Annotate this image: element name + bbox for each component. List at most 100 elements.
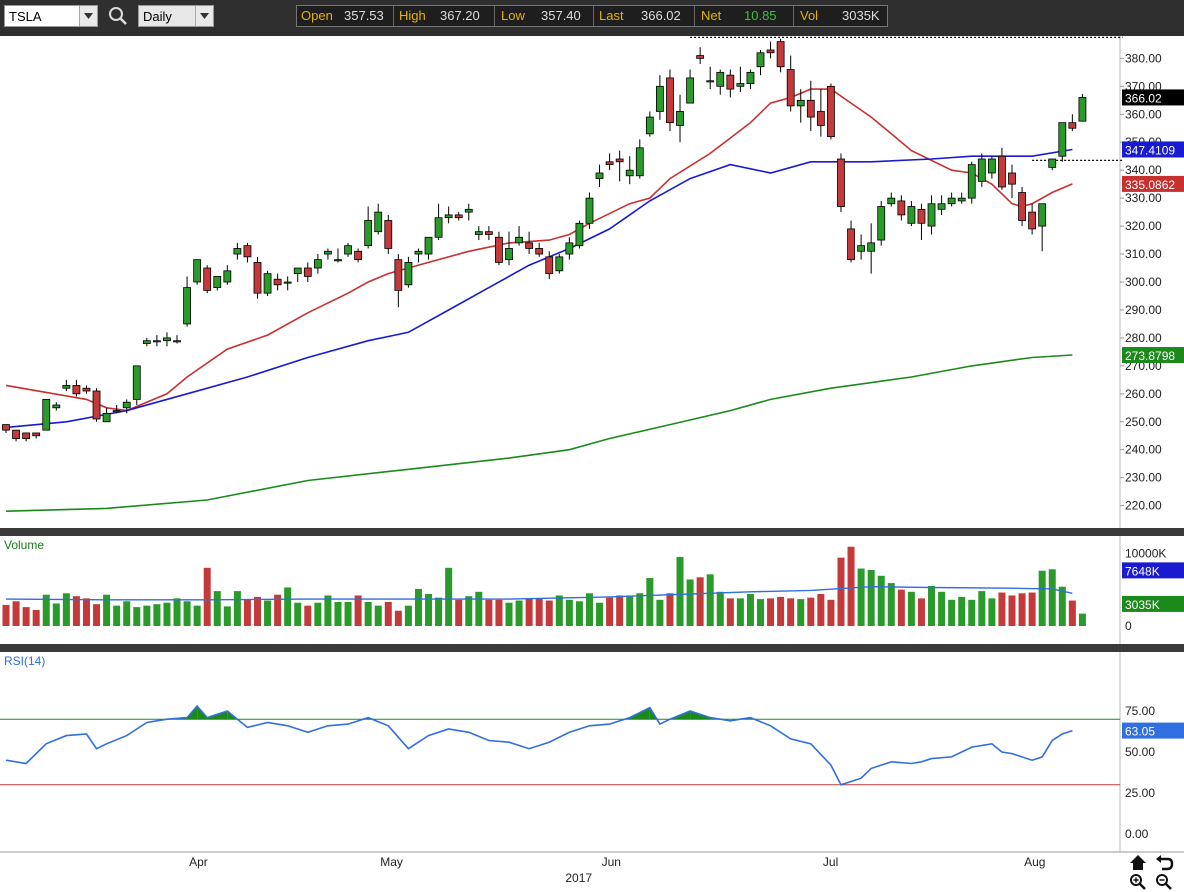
rsi-chart[interactable]: 75.00 50.00 25.00 0.00 63.05 Apr May Jun Jul Aug 2… — [0, 652, 1184, 892]
candle-body — [52, 404, 61, 409]
candle — [776, 38, 785, 73]
candle — [575, 220, 584, 249]
candle-body — [313, 259, 322, 269]
candle — [42, 399, 51, 431]
volume-bar — [1068, 600, 1076, 626]
candle-body — [736, 83, 745, 87]
candle — [937, 195, 946, 215]
symbol-input[interactable]: TSLA — [4, 5, 98, 27]
candle-body — [203, 267, 212, 291]
candle — [303, 262, 312, 282]
candle-body — [474, 231, 483, 235]
panel-divider[interactable] — [0, 528, 1184, 536]
zoom-out-icon[interactable] — [1156, 874, 1172, 890]
candle-body — [384, 220, 393, 249]
panel-divider[interactable] — [0, 644, 1184, 652]
candle-body — [424, 236, 433, 255]
quote-bar: Open 357.53 High 367.20 Low 357.40 Last … — [296, 5, 888, 27]
candle — [283, 276, 292, 291]
candle-body — [163, 337, 171, 342]
candle-body — [263, 273, 272, 294]
candle — [344, 242, 352, 257]
undo-icon[interactable] — [1156, 855, 1174, 871]
price-axis-label: 300.00 — [1125, 275, 1162, 289]
volume-bar — [1028, 592, 1036, 626]
candle-body — [82, 387, 91, 392]
candle — [203, 265, 212, 294]
candle-body — [394, 259, 403, 291]
candle-body — [1068, 122, 1077, 129]
home-icon[interactable] — [1130, 855, 1146, 870]
candle — [786, 55, 795, 112]
price-axis-label: 360.00 — [1125, 107, 1162, 121]
period-select[interactable]: Daily — [138, 5, 214, 27]
candle-body — [1048, 158, 1057, 168]
volume-bar — [485, 599, 493, 626]
candle — [1048, 158, 1057, 171]
candle-body — [837, 158, 845, 207]
volume-bar — [656, 599, 664, 626]
candle-body — [927, 203, 936, 227]
candle-body — [676, 111, 684, 126]
candle — [474, 226, 483, 241]
symbol-text: TSLA — [9, 9, 42, 24]
volume-bar — [917, 598, 925, 626]
candle — [313, 254, 322, 274]
volume-bar — [455, 599, 463, 626]
volume-bar — [233, 591, 241, 626]
candle — [726, 69, 735, 98]
candle-body — [555, 256, 564, 272]
candle-body — [887, 197, 896, 205]
candle-body — [102, 412, 111, 423]
price-value-tag-1-bg — [1122, 89, 1184, 106]
candle — [545, 251, 554, 280]
candle — [334, 248, 342, 263]
candle — [253, 256, 262, 299]
symbol-dropdown-button[interactable] — [79, 6, 97, 26]
volume-bar — [82, 598, 90, 626]
volume-chart[interactable]: 10000K 0 7648K 3035K — [0, 536, 1184, 644]
chevron-down-icon — [200, 13, 209, 19]
volume-bar — [948, 599, 956, 626]
candle-body — [152, 340, 161, 343]
volume-bar — [867, 570, 875, 626]
price-value-tag-2: 347.4109 — [1125, 143, 1175, 157]
rsi-panel-title: RSI(14) — [4, 654, 46, 668]
volume-bar — [525, 598, 533, 626]
candle-body — [132, 365, 141, 400]
volume-bar — [767, 598, 775, 626]
candle — [152, 335, 161, 347]
volume-bar — [928, 586, 936, 626]
volume-bar — [565, 599, 573, 626]
x-axis-label: Apr — [189, 855, 208, 869]
price-axis-label: 250.00 — [1125, 415, 1162, 429]
volume-value-tag-2: 3035K — [1125, 598, 1160, 612]
candle — [625, 156, 634, 185]
candle — [82, 385, 91, 394]
price-axis-label: 320.00 — [1125, 219, 1162, 233]
candle-body — [12, 429, 20, 439]
candle-body — [273, 278, 282, 286]
volume-bar — [1038, 570, 1046, 626]
zoom-in-icon[interactable] — [1130, 874, 1146, 890]
search-icon[interactable] — [108, 6, 128, 26]
candle — [2, 424, 10, 433]
candle — [857, 234, 865, 260]
candle — [505, 231, 513, 266]
volume-bar — [163, 602, 171, 626]
candle-body — [696, 55, 705, 59]
rsi-axis-label: 25.00 — [1125, 786, 1155, 800]
period-dropdown-button[interactable] — [195, 6, 213, 26]
candle-body — [1028, 211, 1037, 230]
candle-body — [515, 236, 523, 244]
candle-body — [827, 85, 835, 138]
candle — [1078, 94, 1087, 122]
candle-body — [867, 242, 876, 252]
candle-body — [535, 248, 544, 255]
price-chart[interactable]: 220.00230.00240.00250.00260.00270.00280.… — [0, 36, 1184, 528]
volume-bar — [203, 567, 211, 626]
candle — [223, 265, 232, 285]
volume-bar — [364, 602, 372, 626]
price-value-tag-4: 273.8798 — [1125, 349, 1175, 363]
candle — [193, 259, 202, 285]
